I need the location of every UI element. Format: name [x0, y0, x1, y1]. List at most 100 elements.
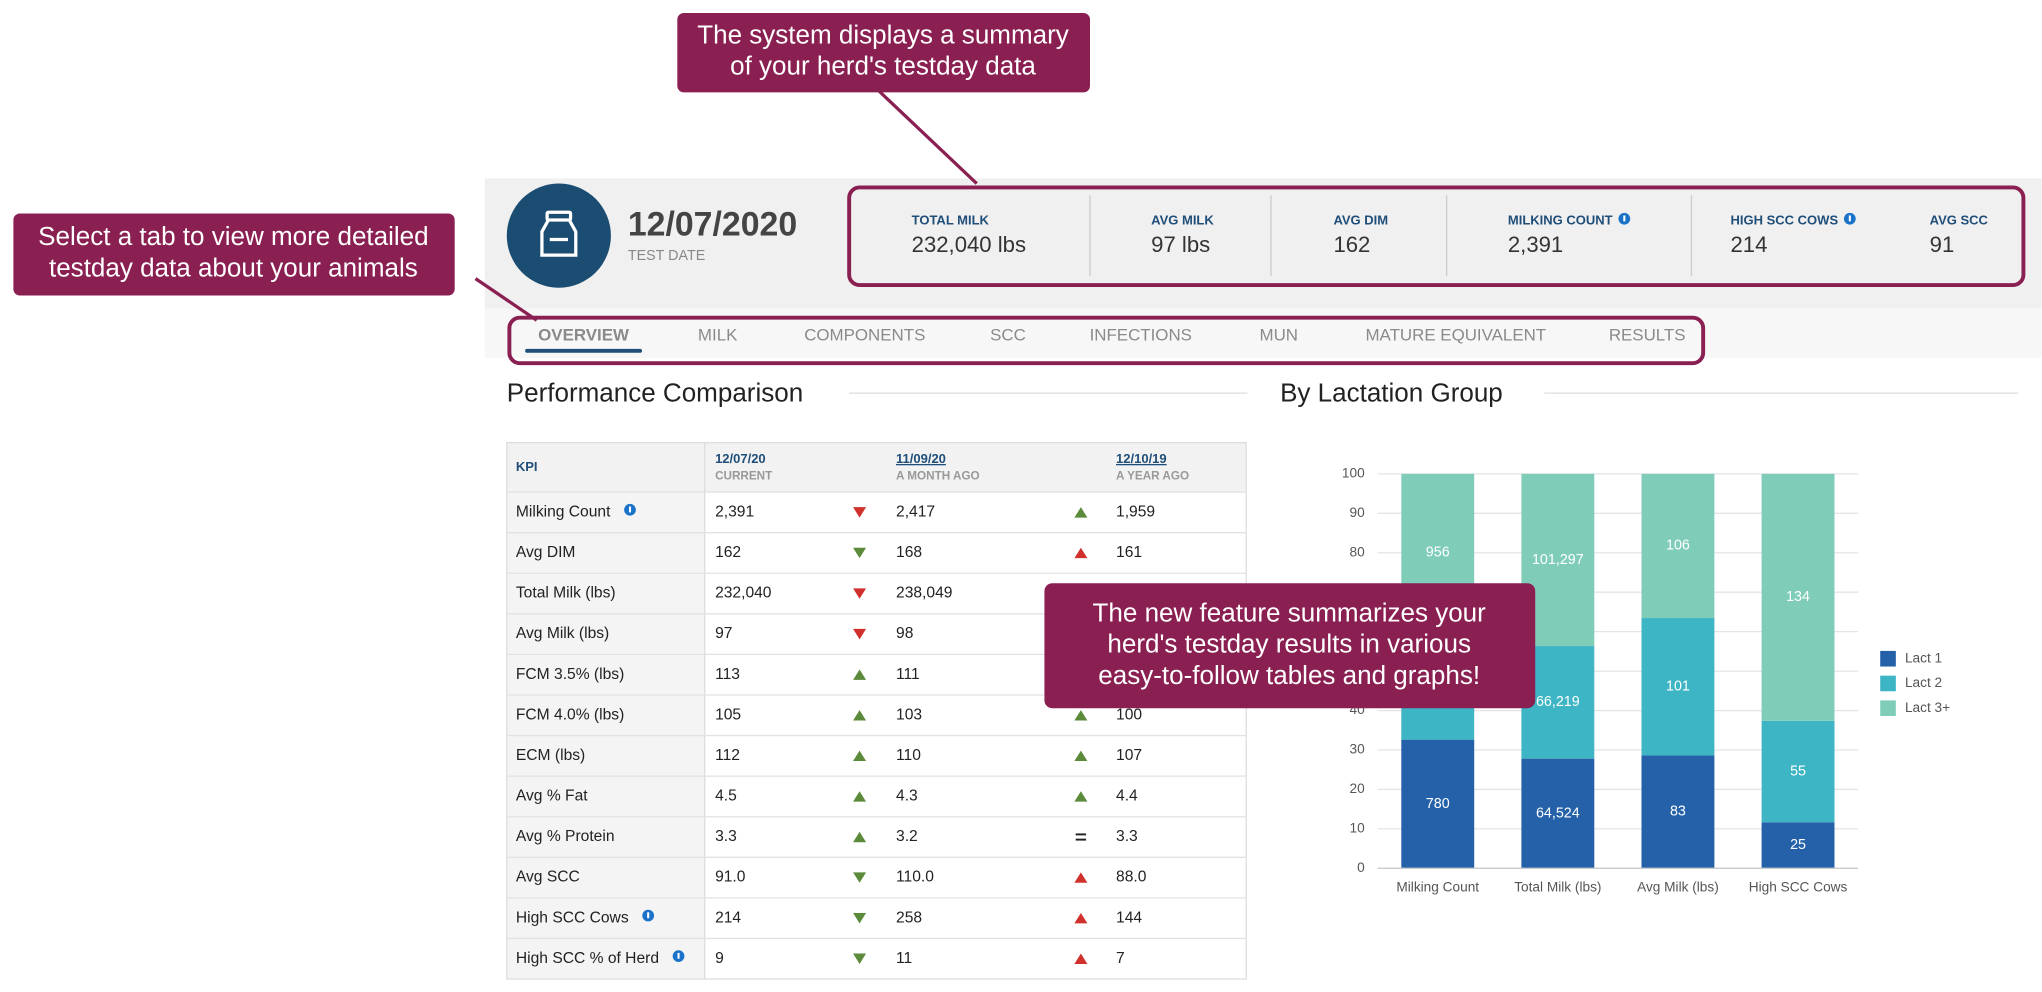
value-label: 134	[1786, 589, 1810, 605]
legend-swatch	[1880, 700, 1896, 717]
value-label: 66,219	[1536, 694, 1580, 710]
cell: 214	[715, 909, 741, 926]
kpi-label: ECM (lbs)	[516, 747, 585, 764]
header-sub: CURRENT	[715, 470, 773, 483]
cell: 238,049	[896, 585, 952, 602]
kpi-label: Avg SCC	[516, 869, 580, 886]
value-label: 55	[1790, 763, 1806, 779]
stat-value: 97 lbs	[1151, 232, 1210, 257]
bar-segment	[1761, 822, 1835, 869]
legend-label: Lact 3+	[1905, 700, 1950, 715]
bar-segment	[1521, 758, 1595, 869]
cell: 258	[896, 909, 922, 926]
header-sub: A YEAR AGO	[1116, 470, 1189, 483]
header-sub: A MONTH AGO	[896, 470, 980, 483]
cell: 2,417	[896, 504, 935, 521]
cell: 2,391	[715, 504, 754, 521]
y-tick-label: 10	[1349, 820, 1365, 835]
table-header-bg	[506, 442, 1247, 493]
cell: 3.3	[715, 828, 737, 845]
trend-icon	[853, 953, 867, 964]
trend-icon	[853, 547, 867, 559]
cell: 4.3	[896, 788, 918, 805]
legend-swatch	[1880, 675, 1896, 692]
trend-icon	[1074, 912, 1088, 924]
value-label: 780	[1426, 796, 1450, 812]
kpi-label: Avg % Fat	[516, 788, 588, 805]
tab[interactable]: SCC	[990, 325, 1026, 344]
stat-label: MILKING COUNT	[1508, 213, 1613, 228]
y-tick-label: 30	[1349, 742, 1365, 757]
header-date[interactable]: 12/10/19	[1116, 451, 1167, 466]
summary-stats: TOTAL MILK 232,040 lbs AVG MILK 97 lbs AVG D…	[912, 195, 1989, 276]
trend-icon	[1074, 710, 1088, 721]
cell: 1,959	[1116, 504, 1155, 521]
bar-segment	[1641, 755, 1715, 869]
legend-swatch	[1880, 650, 1896, 667]
legend-label: Lact 1	[1905, 650, 1942, 665]
stat-label: AVG MILK	[1151, 213, 1214, 228]
trend-icon	[1074, 953, 1088, 964]
trend-icon	[1074, 791, 1088, 802]
trend-icon	[853, 791, 867, 802]
tab[interactable]: MILK	[698, 325, 738, 344]
stat-label: TOTAL MILK	[912, 213, 990, 228]
cell: 110	[896, 747, 921, 764]
callout-pointer	[877, 89, 978, 185]
bar-segment	[1761, 720, 1835, 823]
info-icon-mark	[1848, 215, 1851, 222]
tab[interactable]: RESULTS	[1609, 325, 1686, 344]
stat-label: AVG SCC	[1930, 213, 1989, 228]
cell: 7	[1116, 950, 1125, 967]
tab[interactable]: COMPONENTS	[804, 325, 925, 344]
performance-table: KPI 12/07/20 CURRENT 11/09/20 A MONTH AGO 12/…	[506, 441, 1247, 980]
cell: 111	[896, 666, 920, 683]
value-label: 25	[1790, 837, 1806, 853]
header-date[interactable]: 11/09/20	[896, 451, 946, 466]
test-date: 12/07/2020	[628, 205, 797, 243]
bar-segment	[1761, 473, 1835, 721]
info-icon-mark	[677, 952, 680, 959]
cell: 110.0	[896, 869, 934, 886]
kpi-label: FCM 4.0% (lbs)	[516, 706, 624, 723]
tabs: OVERVIEW MILK COMPONENTS SCC INFECTIONS MUN MA…	[525, 325, 1686, 353]
cell: 162	[715, 544, 741, 561]
section-title: Performance Comparison	[507, 377, 803, 407]
stat-value: 162	[1333, 232, 1370, 257]
callout-box	[1044, 583, 1536, 709]
tab[interactable]: MUN	[1260, 325, 1299, 344]
test-date-label: TEST DATE	[628, 248, 705, 264]
stat-value: 91	[1930, 232, 1955, 257]
tabs-highlight	[507, 315, 1706, 366]
tab[interactable]: INFECTIONS	[1090, 325, 1192, 344]
callout-box	[677, 13, 1090, 93]
x-tick-label: Avg Milk (lbs)	[1637, 879, 1719, 894]
active-tab-underline	[525, 348, 643, 353]
kpi-label: Avg DIM	[516, 544, 576, 561]
trend-icon	[1074, 872, 1088, 883]
tab[interactable]: MATURE EQUIVALENT	[1365, 325, 1546, 344]
cell: 88.0	[1116, 869, 1147, 886]
header-date: 12/07/20	[715, 451, 766, 466]
y-tick-label: 20	[1349, 781, 1365, 796]
y-tick-label: 0	[1357, 860, 1365, 875]
cell: 98	[896, 625, 913, 642]
y-tick-label: 90	[1349, 505, 1365, 520]
callout-text: The system displays a summary	[697, 19, 1069, 49]
cell: 3.2	[896, 828, 918, 845]
cell: 97	[715, 625, 732, 642]
header-cell: KPI	[516, 459, 538, 474]
tab[interactable]: OVERVIEW	[538, 325, 629, 344]
kpi-label: Avg Milk (lbs)	[516, 625, 609, 642]
value-label: 83	[1670, 804, 1686, 820]
trend-icon	[853, 588, 867, 599]
kpi-label: Milking Count	[516, 504, 611, 521]
cell: 3.3	[1116, 828, 1138, 845]
bar-segment	[1401, 739, 1475, 869]
y-tick-label: 80	[1349, 544, 1365, 559]
cell: 113	[715, 666, 740, 683]
trend-icon	[853, 669, 867, 680]
cell: 112	[715, 747, 740, 764]
cell: 103	[896, 706, 922, 723]
